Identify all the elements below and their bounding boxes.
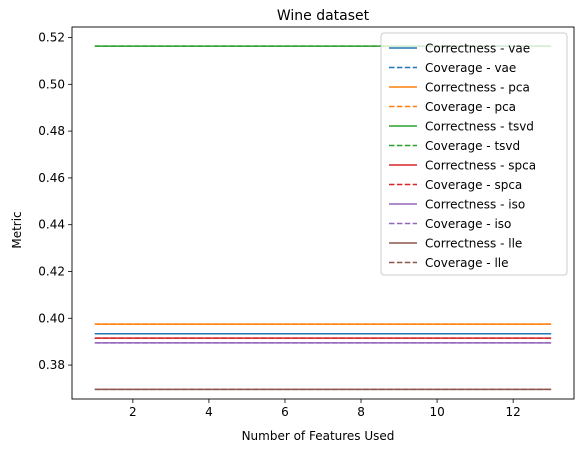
y-tick-label: 0.52 — [38, 31, 65, 45]
legend-label: Correctness - tsvd — [425, 120, 534, 134]
legend-box — [380, 32, 568, 276]
legend-label: Coverage - tsvd — [425, 139, 520, 153]
y-axis: 0.38 0.40 0.42 0.44 0.46 0.48 0.50 0.52 — [38, 31, 72, 372]
x-tick-label: 2 — [129, 405, 137, 419]
legend-label: Correctness - lle — [425, 237, 522, 251]
x-axis: 2 4 6 8 10 12 — [129, 399, 521, 419]
legend-label: Correctness - spca — [425, 159, 536, 173]
plot-frame — [71, 26, 575, 400]
x-tick-label: 10 — [429, 405, 444, 419]
chart-title: Wine dataset — [277, 8, 370, 24]
y-tick-label: 0.40 — [38, 311, 65, 325]
y-tick-label: 0.38 — [38, 358, 65, 372]
legend-label: Correctness - pca — [425, 81, 530, 95]
y-tick-label: 0.50 — [38, 77, 65, 91]
legend-label: Coverage - pca — [425, 100, 516, 114]
x-tick-label: 6 — [281, 405, 289, 419]
y-tick-label: 0.48 — [38, 124, 65, 138]
x-axis-label: Number of Features Used — [242, 429, 395, 443]
legend-label: Correctness - vae — [425, 42, 530, 56]
plot-lines — [94, 45, 552, 391]
x-tick-label: 4 — [205, 405, 213, 419]
legend-label: Coverage - spca — [425, 178, 522, 192]
legend: Correctness - vae Coverage - vae Correctne… — [380, 32, 568, 276]
y-tick-label: 0.44 — [38, 218, 65, 232]
y-tick-label: 0.46 — [38, 171, 65, 185]
legend-label: Coverage - iso — [425, 217, 511, 231]
legend-label: Coverage - lle — [425, 256, 509, 270]
x-tick-label: 8 — [357, 405, 365, 419]
legend-label: Correctness - iso — [425, 198, 525, 212]
legend-label: Coverage - vae — [425, 61, 516, 75]
x-tick-label: 12 — [506, 405, 521, 419]
y-axis-label: Metric — [10, 211, 24, 248]
y-tick-label: 0.42 — [38, 264, 65, 278]
